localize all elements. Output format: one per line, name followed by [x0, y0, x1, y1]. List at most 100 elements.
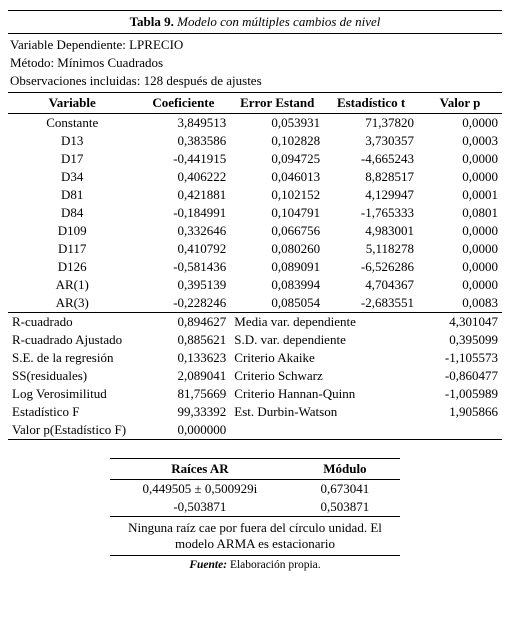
fuente-text: Elaboración propia.: [227, 559, 321, 571]
stats-row: R-cuadrado Ajustado0,885621S.D. var. dep…: [8, 331, 502, 349]
cell-t: -1,765333: [324, 204, 418, 222]
stat-left-value: 0,885621: [151, 331, 230, 349]
cell-se: 0,046013: [230, 168, 324, 186]
fuente-label: Fuente:: [189, 559, 227, 571]
table-row: AR(3)-0,2282460,085054-2,6835510,0083: [8, 294, 502, 313]
cell-se: 0,085054: [230, 294, 324, 313]
cell-coef: -0,184991: [136, 204, 230, 222]
table-row: D17-0,4419150,094725-4,6652430,0000: [8, 150, 502, 168]
cell-variable: Constante: [8, 114, 136, 133]
stat-left-value: 81,75669: [151, 385, 230, 403]
cell-variable: D126: [8, 258, 136, 276]
stats-row: Valor p(Estadístico F)0,000000: [8, 421, 502, 440]
cell-t: 8,828517: [324, 168, 418, 186]
cell-coef: -0,581436: [136, 258, 230, 276]
cell-se: 0,102152: [230, 186, 324, 204]
stat-left-value: 0,894627: [151, 313, 230, 331]
cell-variable: D13: [8, 132, 136, 150]
stats-row: SS(residuales)2,089041Criterio Schwarz-0…: [8, 367, 502, 385]
cell-t: 3,730357: [324, 132, 418, 150]
cell-se: 0,094725: [230, 150, 324, 168]
stat-right-value: -0,860477: [398, 367, 502, 385]
cell-t: 4,704367: [324, 276, 418, 294]
stat-left-label: SS(residuales): [8, 367, 151, 385]
stats-row: Estadístico F99,33392Est. Durbin-Watson1…: [8, 403, 502, 421]
cell-coef: 0,395139: [136, 276, 230, 294]
stats-row: Log Verosimilitud81,75669Criterio Hannan…: [8, 385, 502, 403]
ar-root: -0,503871: [110, 498, 290, 516]
regression-table: Variable Coeficiente Error Estand Estadí…: [8, 92, 502, 313]
fuente: Fuente: Elaboración propia.: [110, 556, 400, 571]
stat-left-value: 0,000000: [151, 421, 230, 440]
meta-method: Método: Mínimos Cuadrados: [10, 54, 500, 72]
ar-root: 0,449505 ± 0,500929i: [110, 480, 290, 499]
cell-coef: 0,406222: [136, 168, 230, 186]
stat-left-label: R-cuadrado Ajustado: [8, 331, 151, 349]
stats-table: R-cuadrado0,894627Media var. dependiente…: [8, 313, 502, 440]
cell-coef: 0,383586: [136, 132, 230, 150]
stats-row: S.E. de la regresión0,133623Criterio Aka…: [8, 349, 502, 367]
cell-p: 0,0801: [418, 204, 502, 222]
stat-right-value: 0,395099: [398, 331, 502, 349]
table-row: D1090,3326460,0667564,9830010,0000: [8, 222, 502, 240]
cell-variable: D117: [8, 240, 136, 258]
title-desc: Modelo con múltiples cambios de nivel: [177, 14, 380, 29]
stats-row: R-cuadrado0,894627Media var. dependiente…: [8, 313, 502, 331]
cell-variable: D84: [8, 204, 136, 222]
stat-right-label: Criterio Hannan-Quinn: [230, 385, 398, 403]
stat-right-value: 1,905866: [398, 403, 502, 421]
ar-hdr-roots: Raíces AR: [110, 459, 290, 480]
cell-se: 0,053931: [230, 114, 324, 133]
table-row: D340,4062220,0460138,8285170,0000: [8, 168, 502, 186]
cell-coef: 0,332646: [136, 222, 230, 240]
cell-p: 0,0001: [418, 186, 502, 204]
cell-p: 0,0000: [418, 276, 502, 294]
hdr-variable: Variable: [8, 93, 136, 114]
ar-row: 0,449505 ± 0,500929i0,673041: [110, 480, 400, 499]
cell-t: 5,118278: [324, 240, 418, 258]
table-row: D810,4218810,1021524,1299470,0001: [8, 186, 502, 204]
cell-se: 0,083994: [230, 276, 324, 294]
cell-t: 71,37820: [324, 114, 418, 133]
hdr-coef: Coeficiente: [136, 93, 230, 114]
cell-variable: AR(1): [8, 276, 136, 294]
ar-row: -0,5038710,503871: [110, 498, 400, 516]
cell-p: 0,0000: [418, 240, 502, 258]
title-label: Tabla 9.: [130, 14, 174, 29]
stat-left-value: 0,133623: [151, 349, 230, 367]
stat-right-label: Criterio Schwarz: [230, 367, 398, 385]
table-row: D126-0,5814360,089091-6,5262860,0000: [8, 258, 502, 276]
table-row: Constante3,8495130,05393171,378200,0000: [8, 114, 502, 133]
cell-p: 0,0000: [418, 222, 502, 240]
cell-t: -2,683551: [324, 294, 418, 313]
cell-p: 0,0083: [418, 294, 502, 313]
cell-se: 0,102828: [230, 132, 324, 150]
cell-variable: AR(3): [8, 294, 136, 313]
ar-mod: 0,673041: [290, 480, 400, 499]
cell-variable: D81: [8, 186, 136, 204]
hdr-t: Estadístico t: [324, 93, 418, 114]
cell-p: 0,0003: [418, 132, 502, 150]
stat-right-label: Est. Durbin-Watson: [230, 403, 398, 421]
cell-t: 4,983001: [324, 222, 418, 240]
stat-left-label: R-cuadrado: [8, 313, 151, 331]
stat-left-label: Valor p(Estadístico F): [8, 421, 151, 440]
cell-p: 0,0000: [418, 114, 502, 133]
table-row: D1170,4107920,0802605,1182780,0000: [8, 240, 502, 258]
cell-variable: D109: [8, 222, 136, 240]
cell-coef: 0,421881: [136, 186, 230, 204]
stat-left-label: Log Verosimilitud: [8, 385, 151, 403]
cell-p: 0,0000: [418, 258, 502, 276]
meta-block: Variable Dependiente: LPRECIO Método: Mí…: [8, 34, 502, 92]
ar-table: Raíces AR Módulo 0,449505 ± 0,500929i0,6…: [110, 458, 400, 516]
meta-obs: Observaciones incluidas: 128 después de …: [10, 72, 500, 90]
hdr-p: Valor p: [418, 93, 502, 114]
cell-coef: 3,849513: [136, 114, 230, 133]
cell-variable: D34: [8, 168, 136, 186]
cell-se: 0,104791: [230, 204, 324, 222]
stat-right-label: S.D. var. dependiente: [230, 331, 398, 349]
ar-mod: 0,503871: [290, 498, 400, 516]
stat-right-label: Media var. dependiente: [230, 313, 398, 331]
cell-se: 0,089091: [230, 258, 324, 276]
stat-left-value: 2,089041: [151, 367, 230, 385]
